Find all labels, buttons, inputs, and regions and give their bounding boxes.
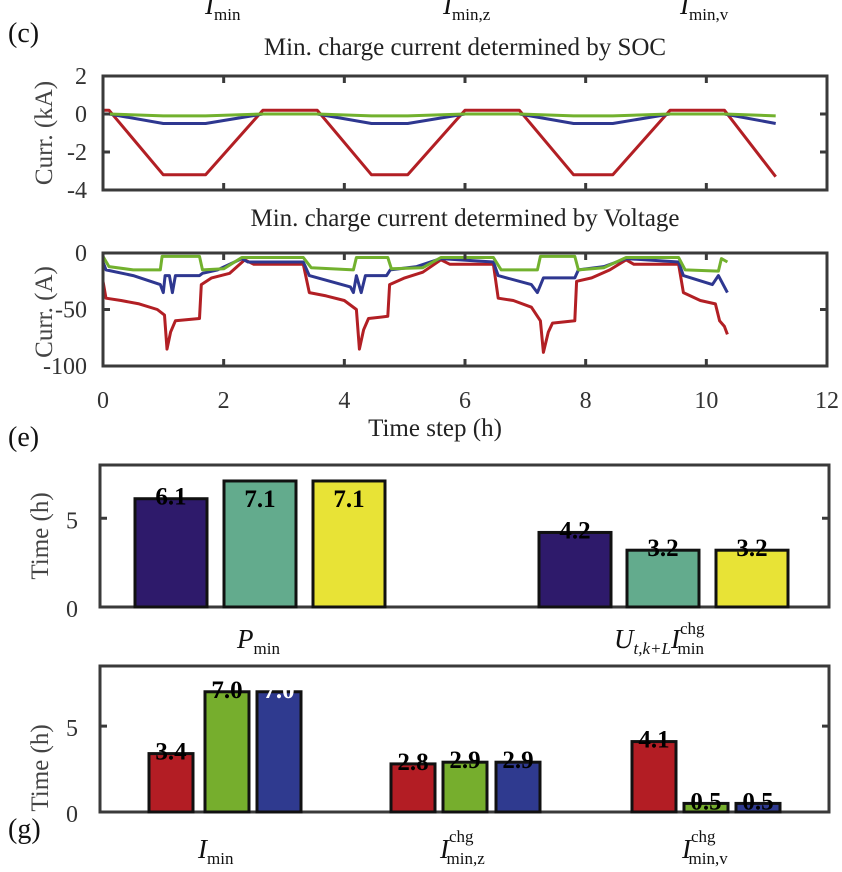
voltage-chart-title: Min. charge current determined by Voltag…	[250, 205, 679, 232]
plot-frame	[101, 74, 829, 192]
bar	[255, 690, 303, 814]
bar	[714, 548, 790, 609]
bar-value-label: 7.1	[333, 486, 364, 513]
x-tick-label: 12	[815, 388, 839, 414]
bar	[630, 740, 678, 814]
bar	[441, 760, 489, 814]
bar	[133, 497, 209, 609]
y-tick-label: 0	[75, 102, 87, 128]
bar	[389, 762, 437, 814]
bar	[682, 801, 730, 814]
category-i-chg-min-z: Ichg min,z	[439, 827, 485, 868]
bar	[537, 530, 613, 609]
bar	[222, 479, 298, 609]
x-tick-label: 6	[459, 388, 471, 414]
soc-chart: 2 0 -2 -4	[67, 64, 829, 204]
category-u-i-min: Ut,k+LIchg min	[614, 619, 705, 658]
y-tick-label: -100	[43, 354, 87, 380]
panel-label-c: (c)	[8, 18, 39, 49]
bar-e-y-label: Time (h)	[27, 492, 54, 579]
x-tick-label: 10	[694, 388, 718, 414]
category-i-chg-min-v: Ichg min,v	[681, 827, 728, 868]
series-line-2	[103, 112, 776, 118]
bar	[311, 479, 387, 609]
voltage-y-label: Curr. (A)	[31, 266, 58, 358]
x-tick-label: 0	[97, 388, 109, 414]
series-line-0	[103, 108, 777, 178]
bar	[203, 690, 251, 814]
bar-value-label: 7.0	[263, 677, 294, 704]
soc-y-label: Curr. (kA)	[31, 81, 58, 185]
bar	[147, 752, 195, 814]
category-i-min: Imin	[197, 834, 234, 868]
bar-value-label: 7.1	[244, 486, 275, 513]
y-tick-label: 0	[75, 241, 87, 267]
x-tick-label: 8	[580, 388, 592, 414]
y-tick-label: 2	[75, 64, 87, 90]
bar-chart-e: 5 0 6.1 7.1 7.1 4.2 3.2 3.2	[66, 463, 831, 623]
bar	[734, 801, 782, 814]
bar-value-label: 3.2	[736, 535, 767, 562]
y-tick-label: 0	[66, 802, 78, 828]
category-p-min: Pmin	[236, 624, 280, 658]
y-tick-label: -4	[67, 178, 87, 204]
bar-value-label: 3.2	[647, 535, 678, 562]
voltage-chart: 0 -50 -100 0 2 4 6 8 10 12	[43, 241, 839, 414]
series-line-2	[101, 254, 729, 273]
soc-chart-title: Min. charge current determined by SOC	[264, 34, 666, 61]
bar	[625, 548, 701, 609]
bar-value-label: 7.0	[211, 677, 242, 704]
panel-label-e: (e)	[8, 422, 39, 453]
y-tick-label: 5	[66, 716, 78, 742]
y-tick-label: 5	[66, 508, 78, 534]
bar-chart-g: 5 0 3.4 7.0 7.0 2.8 2.9 2.9 4.1 0.5 0.5	[66, 664, 831, 828]
bar-value-label: 2.9	[502, 747, 533, 774]
series-line-0	[101, 258, 729, 354]
series-line-1	[103, 112, 776, 125]
bar-value-label: 2.8	[397, 749, 428, 776]
bar-value-label: 0.5	[690, 788, 721, 815]
bar-value-label: 2.9	[449, 747, 480, 774]
y-tick-label: -50	[55, 298, 87, 324]
bar-g-y-label: Time (h)	[27, 724, 54, 811]
panel-label-g: (g)	[8, 814, 41, 845]
x-axis-label: Time step (h)	[368, 415, 502, 442]
x-tick-label: 4	[338, 388, 350, 414]
bar-value-label: 0.5	[742, 788, 773, 815]
y-tick-label: -2	[67, 140, 87, 166]
x-tick-label: 2	[218, 388, 230, 414]
bar-value-label: 3.4	[155, 739, 187, 766]
bar-value-label: 4.1	[638, 727, 669, 754]
y-tick-label: 0	[66, 597, 78, 623]
bar-value-label: 4.2	[559, 517, 590, 544]
top-label-imin-z: Imin,z	[442, 0, 491, 24]
bar	[494, 760, 542, 814]
bar-value-label: 6.1	[155, 484, 186, 511]
top-label-imin: Imin	[204, 0, 241, 24]
top-label-imin-v: Imin,v	[679, 0, 729, 24]
